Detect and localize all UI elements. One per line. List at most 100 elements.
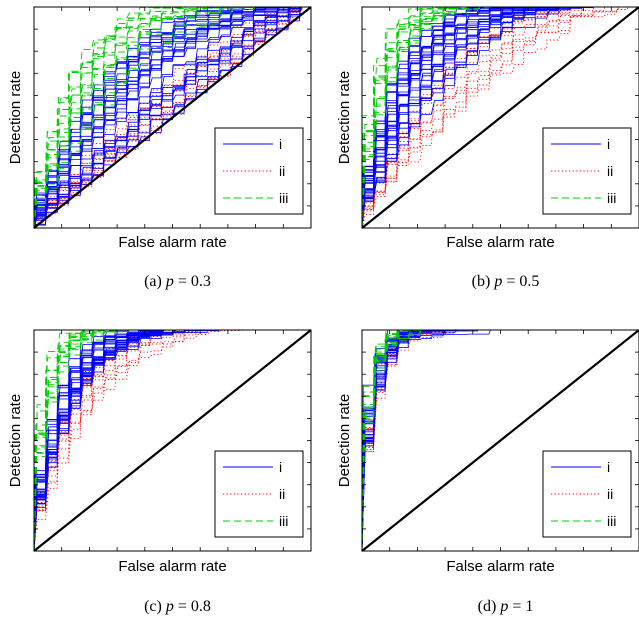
panel-caption: (b) p = 0.5	[472, 273, 540, 290]
roc-curve-iii	[34, 330, 311, 551]
roc-curve-iii	[34, 7, 311, 228]
legend-label-ii: ii	[279, 163, 285, 179]
roc-curve-iii	[362, 7, 639, 228]
roc-curve-i	[34, 7, 311, 228]
roc-curve-iii	[362, 7, 639, 228]
caption-value: = 1	[508, 598, 533, 615]
legend-label-i: i	[279, 459, 282, 475]
roc-curve-i	[362, 7, 639, 228]
panel-caption: (c) p = 0.8	[144, 598, 211, 615]
chance-diagonal	[33, 6, 312, 229]
caption-value: = 0.3	[174, 273, 211, 290]
y-axis-label: Detection rate	[336, 71, 353, 164]
roc-curve-iii	[362, 330, 639, 551]
roc-curve-iii	[362, 7, 639, 228]
roc-curve-i	[34, 330, 311, 551]
roc-curve-iii	[34, 7, 311, 228]
roc-curve-iii	[34, 7, 311, 228]
legend-label-ii: ii	[279, 486, 285, 502]
roc-curve-i	[362, 7, 639, 228]
roc-curve-iii	[34, 330, 311, 551]
legend-label-i: i	[279, 136, 282, 152]
x-axis-label: False alarm rate	[118, 234, 226, 251]
roc-curve-i	[362, 7, 639, 228]
roc-curve-ii	[362, 7, 639, 228]
roc-curve-i	[34, 330, 311, 551]
roc-curve-iii	[34, 7, 311, 228]
roc-curve-iii	[362, 7, 639, 228]
roc-curve-i	[362, 330, 639, 551]
caption-value: = 0.8	[174, 598, 211, 615]
legend-label-iii: iii	[607, 190, 616, 206]
roc-curve-i	[34, 330, 311, 551]
roc-curve-i	[362, 330, 639, 551]
roc-curve-i	[34, 330, 311, 551]
legend-label-iii: iii	[279, 190, 288, 206]
x-axis-label: False alarm rate	[446, 558, 554, 575]
caption-letter: (a)	[144, 273, 166, 290]
caption-letter: (c)	[144, 598, 166, 615]
roc-curve-iii	[362, 330, 639, 551]
roc-curve-iii	[34, 330, 311, 551]
roc-curve-i	[34, 7, 311, 228]
roc-curve-i	[34, 7, 311, 228]
roc-curves	[362, 330, 639, 551]
legend-label-i: i	[607, 136, 610, 152]
caption-letter: (d)	[478, 598, 501, 615]
chance-diagonal	[33, 329, 312, 552]
y-axis-label: Detection rate	[7, 394, 24, 487]
caption-variable: p	[493, 273, 502, 290]
roc-curve-iii	[34, 330, 311, 551]
roc-curve-ii	[362, 7, 639, 228]
roc-curve-iii	[362, 7, 639, 228]
roc-curve-i	[34, 7, 311, 228]
legend-label-ii: ii	[607, 486, 613, 502]
roc-curve-i	[34, 330, 311, 551]
caption-variable: p	[165, 273, 174, 290]
roc-curve-i	[362, 330, 639, 551]
roc-curve-iii	[34, 7, 311, 228]
roc-curve-i	[362, 330, 639, 551]
roc-curve-i	[362, 330, 639, 551]
roc-curve-iii	[362, 7, 639, 228]
caption-variable: p	[165, 598, 174, 615]
roc-curves	[34, 7, 311, 228]
roc-curve-ii	[362, 7, 639, 228]
roc-curve-i	[362, 7, 639, 228]
roc-curve-i	[34, 330, 311, 551]
roc-curve-i	[362, 330, 639, 551]
caption-variable: p	[499, 598, 508, 615]
roc-curve-i	[362, 7, 639, 228]
roc-curve-iii	[362, 7, 639, 228]
y-axis-label: Detection rate	[7, 71, 24, 164]
roc-curve-ii	[362, 7, 639, 228]
roc-curve-iii	[34, 330, 311, 551]
legend-label-i: i	[607, 459, 610, 475]
legend-label-iii: iii	[607, 513, 616, 529]
panel-caption: (d) p = 1	[478, 598, 534, 615]
roc-curve-ii	[362, 330, 639, 551]
chance-diagonal	[361, 329, 639, 552]
roc-curve-i	[34, 7, 311, 228]
roc-curve-ii	[362, 7, 639, 228]
legend-label-ii: ii	[607, 163, 613, 179]
chance-diagonal	[361, 6, 639, 229]
x-axis-label: False alarm rate	[118, 558, 226, 575]
roc-curve-i	[34, 330, 311, 551]
roc-curve-i	[34, 330, 311, 551]
legend-label-iii: iii	[279, 513, 288, 529]
roc-curve-ii	[34, 7, 311, 228]
roc-curve-iii	[34, 330, 311, 551]
roc-curve-i	[34, 330, 311, 551]
roc-curve-iii	[362, 7, 639, 228]
caption-letter: (b)	[472, 273, 495, 290]
